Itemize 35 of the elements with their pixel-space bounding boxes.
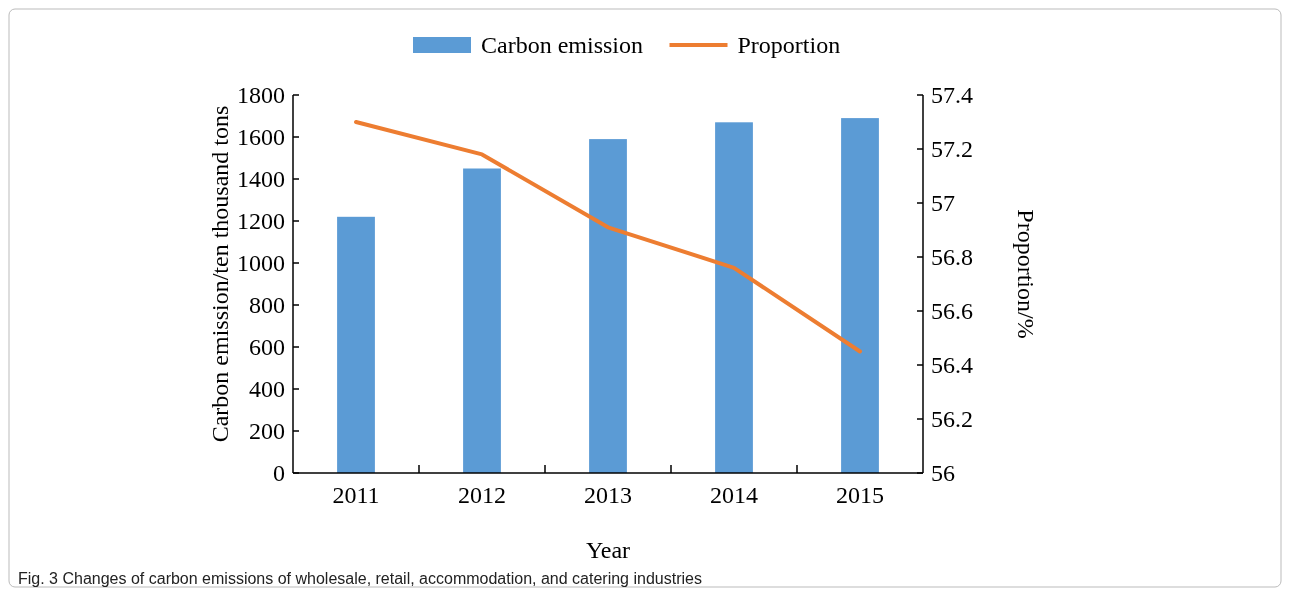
y2-axis-title: Proportion/% xyxy=(1013,209,1039,339)
y-tick-label: 0 xyxy=(273,460,285,487)
legend-label: Carbon emission xyxy=(481,32,643,59)
x-axis-title: Year xyxy=(585,537,631,563)
y2-tick-label: 57.4 xyxy=(931,82,973,109)
x-tick-label: 2011 xyxy=(332,482,380,508)
y-tick-label: 1600 xyxy=(237,124,285,151)
line-series xyxy=(354,120,862,354)
y2-tick-label: 56.2 xyxy=(931,406,973,433)
x-tick-label: 2013 xyxy=(584,482,632,508)
y-tick-label: 400 xyxy=(249,376,285,403)
x-tick-label: 2012 xyxy=(458,482,506,508)
y-tick-label: 200 xyxy=(249,418,285,445)
bar xyxy=(589,139,627,473)
y2-tick-label: 56 xyxy=(931,460,955,487)
bar xyxy=(463,168,501,473)
y2-tick-label: 57 xyxy=(931,190,955,217)
bar xyxy=(337,216,375,473)
x-tick-label: 2014 xyxy=(710,482,758,508)
y-tick-label: 600 xyxy=(249,334,285,361)
y-tick-label: 1400 xyxy=(237,166,285,193)
y2-tick-label: 56.8 xyxy=(931,244,973,271)
bar xyxy=(715,122,753,473)
caption: Fig. 3 Changes of carbon emissions of wholesale, retail, accommodation, and catering industries xyxy=(18,570,702,587)
y-tick-label: 1200 xyxy=(237,208,285,235)
y2-tick-label: 57.2 xyxy=(931,136,973,163)
y2-tick-label: 56.6 xyxy=(931,298,973,325)
y-tick-label: 1800 xyxy=(237,82,285,109)
y2-tick-label: 56.4 xyxy=(931,352,973,379)
y-tick-label: 800 xyxy=(249,292,285,319)
y-tick-label: 1000 xyxy=(237,250,285,277)
bar xyxy=(841,118,879,473)
legend-label: Proportion xyxy=(737,32,841,59)
x-tick-label: 2015 xyxy=(836,482,884,508)
y-axis-title: Carbon emission/ten thousand tons xyxy=(207,105,233,443)
